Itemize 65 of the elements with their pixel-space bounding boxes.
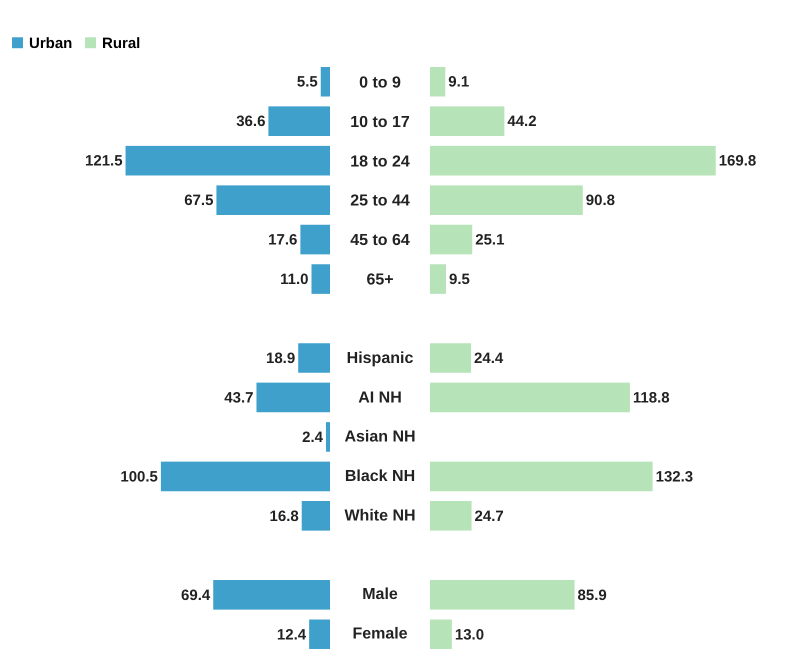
- y-tick-label: Hispanic: [346, 350, 414, 367]
- bar: [430, 462, 653, 492]
- data-label: 44.2: [507, 113, 537, 130]
- data-label: 17.6: [268, 232, 298, 249]
- bar: [430, 146, 716, 176]
- bar: [268, 106, 330, 136]
- data-label: 13.0: [454, 626, 484, 644]
- data-label: 90.8: [586, 192, 615, 210]
- y-tick-label: 18 to 24: [350, 153, 410, 170]
- data-label: 24.4: [474, 350, 504, 367]
- bar: [213, 580, 330, 610]
- data-label: 12.4: [276, 626, 307, 644]
- y-tick-label: 45 to 64: [350, 232, 410, 249]
- data-label: 2.4: [302, 428, 324, 446]
- data-label: 9.5: [448, 271, 470, 288]
- bar: [430, 264, 446, 294]
- bar: [430, 224, 472, 254]
- bar: [430, 106, 504, 136]
- bar: [216, 185, 330, 215]
- bar: [430, 66, 446, 97]
- bar: [126, 146, 330, 176]
- data-label: 24.7: [474, 508, 504, 525]
- bar: [160, 462, 330, 492]
- bar: [430, 343, 472, 373]
- bar: [430, 580, 575, 610]
- data-label: 43.7: [224, 389, 254, 406]
- y-tick-label: White NH: [344, 507, 416, 524]
- legend-label: Rural: [102, 34, 140, 52]
- y-tick-label: AI NH: [358, 389, 402, 406]
- data-label: 5.5: [296, 74, 318, 91]
- bar: [302, 501, 330, 531]
- y-tick-label: Female: [352, 625, 408, 642]
- data-label: 25.1: [475, 232, 504, 249]
- bar: [320, 66, 330, 97]
- data-label: 36.6: [236, 113, 266, 130]
- bar: [256, 382, 330, 412]
- bar: [311, 264, 330, 294]
- y-tick-label: Asian NH: [344, 428, 416, 446]
- y-tick-label: 0 to 9: [359, 74, 401, 92]
- y-tick-label: 25 to 44: [350, 192, 410, 210]
- data-label: 132.3: [656, 468, 694, 486]
- data-label: 9.1: [448, 74, 470, 91]
- data-label: 85.9: [578, 586, 607, 604]
- data-label: 67.5: [184, 192, 214, 210]
- data-label: 100.5: [120, 468, 158, 486]
- bar: [309, 619, 330, 650]
- bar: [430, 382, 630, 412]
- bar: [298, 343, 330, 373]
- y-tick-label: 65+: [366, 271, 394, 288]
- data-label: 169.8: [718, 152, 756, 170]
- y-tick-label: 10 to 17: [350, 114, 410, 131]
- y-tick-label: Black NH: [344, 468, 416, 485]
- bar: [326, 422, 330, 452]
- data-label: 11.0: [280, 271, 308, 288]
- y-tick-label: Male: [362, 586, 398, 603]
- legend-label: Urban: [29, 34, 72, 52]
- bar: [300, 224, 330, 254]
- data-label: 69.4: [181, 586, 211, 604]
- bar: [430, 185, 583, 215]
- data-label: 118.8: [632, 389, 670, 406]
- bar: [430, 501, 472, 531]
- data-label: 18.9: [266, 350, 296, 367]
- data-label: 121.5: [85, 152, 123, 170]
- data-label: 16.8: [270, 508, 299, 525]
- bar: [430, 619, 452, 650]
